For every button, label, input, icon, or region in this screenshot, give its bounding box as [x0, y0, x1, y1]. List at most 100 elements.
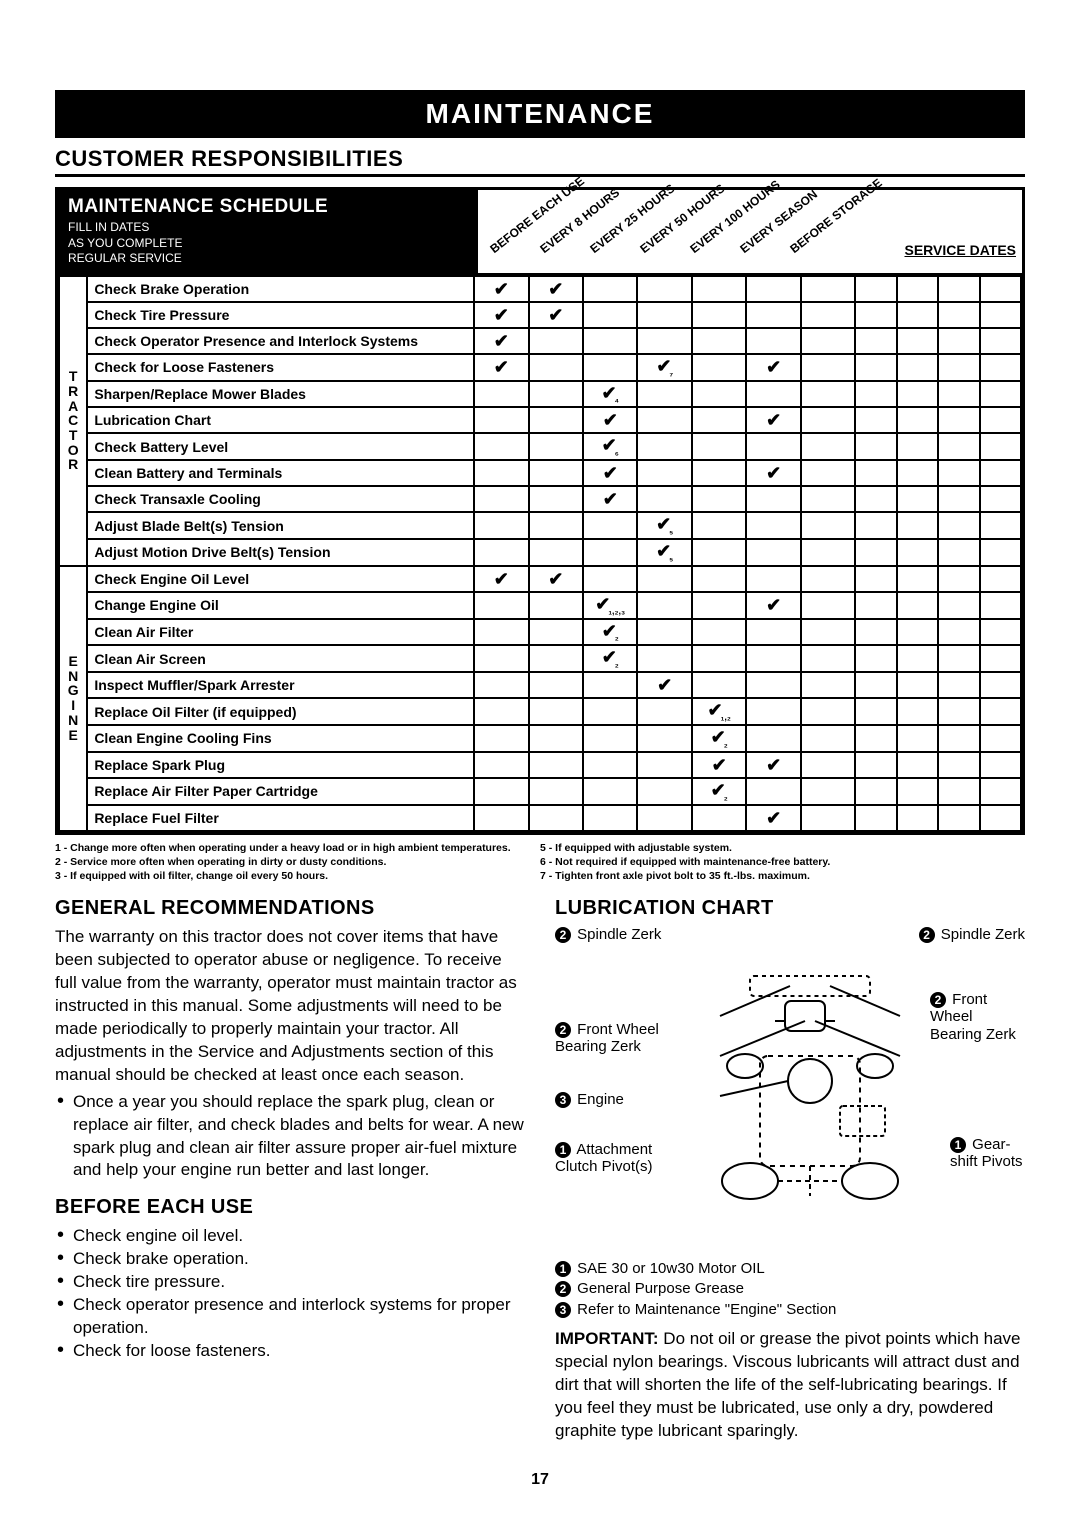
- table-row: Replace Oil Filter (if equipped)✔₁,₂: [59, 698, 1021, 725]
- task-cell: Clean Battery and Terminals: [87, 460, 474, 486]
- check-cell: [529, 460, 583, 486]
- label-spindle-right: Spindle Zerk: [941, 926, 1025, 943]
- service-date-cell: [897, 354, 938, 381]
- check-cell: ✔: [474, 276, 528, 302]
- service-date-cell: [855, 539, 896, 566]
- check-cell: [692, 486, 746, 512]
- check-cell: [529, 645, 583, 672]
- check-cell: [746, 645, 800, 672]
- check-cell: [801, 725, 855, 752]
- check-cell: [474, 778, 528, 805]
- list-item: Check operator presence and interlock sy…: [55, 1294, 525, 1340]
- table-row: E N G I N ECheck Engine Oil Level✔✔: [59, 566, 1021, 592]
- col-every-50: EVERY 50 HOURS: [637, 181, 727, 256]
- important-note: IMPORTANT: Do not oil or grease the pivo…: [555, 1328, 1025, 1443]
- check-cell: [583, 328, 637, 354]
- group-label: T R A C T O R: [59, 276, 87, 566]
- gen-rec-bullet: Once a year you should replace the spark…: [55, 1091, 525, 1183]
- service-date-cell: [938, 698, 979, 725]
- check-cell: [529, 778, 583, 805]
- list-item: Check brake operation.: [55, 1248, 525, 1271]
- service-date-cell: [938, 460, 979, 486]
- service-date-cell: [855, 619, 896, 646]
- service-date-cell: [938, 645, 979, 672]
- task-cell: Check Brake Operation: [87, 276, 474, 302]
- service-date-cell: [855, 276, 896, 302]
- schedule-column-headers: BEFORE EACH USE EVERY 8 HOURS EVERY 25 H…: [478, 190, 1022, 262]
- task-cell: Check Battery Level: [87, 433, 474, 460]
- check-cell: [474, 725, 528, 752]
- check-cell: ✔: [583, 407, 637, 433]
- service-date-cell: [938, 407, 979, 433]
- service-date-cell: [897, 276, 938, 302]
- check-cell: [746, 328, 800, 354]
- service-date-cell: [897, 645, 938, 672]
- table-row: Adjust Blade Belt(s) Tension✔₅: [59, 512, 1021, 539]
- service-date-cell: [897, 486, 938, 512]
- check-cell: ✔₆: [583, 433, 637, 460]
- check-cell: [583, 725, 637, 752]
- check-cell: [746, 512, 800, 539]
- service-date-cell: [897, 778, 938, 805]
- service-date-cell: [980, 539, 1021, 566]
- check-cell: [583, 566, 637, 592]
- tractor-outline-icon: [690, 966, 950, 1226]
- service-date-cell: [980, 752, 1021, 778]
- table-row: T R A C T O RCheck Brake Operation✔✔: [59, 276, 1021, 302]
- schedule-title: MAINTENANCE SCHEDULE: [68, 196, 468, 218]
- list-item: Check for loose fasteners.: [55, 1340, 525, 1363]
- service-date-cell: [938, 539, 979, 566]
- check-cell: [583, 539, 637, 566]
- check-cell: [637, 328, 691, 354]
- check-cell: [474, 460, 528, 486]
- service-date-cell: [980, 460, 1021, 486]
- check-cell: [637, 486, 691, 512]
- before-each-use-list: Check engine oil level.Check brake opera…: [55, 1225, 525, 1363]
- check-cell: [637, 381, 691, 408]
- check-cell: [801, 302, 855, 328]
- service-date-cell: [938, 512, 979, 539]
- check-cell: [474, 486, 528, 512]
- check-cell: ✔₇: [637, 354, 691, 381]
- service-date-cell: [938, 805, 979, 831]
- service-date-cell: [938, 566, 979, 592]
- task-cell: Change Engine Oil: [87, 592, 474, 619]
- service-date-cell: [980, 619, 1021, 646]
- service-date-cell: [897, 805, 938, 831]
- table-row: Clean Engine Cooling Fins✔₂: [59, 725, 1021, 752]
- task-cell: Sharpen/Replace Mower Blades: [87, 381, 474, 408]
- check-cell: ✔: [746, 407, 800, 433]
- service-date-cell: [938, 302, 979, 328]
- check-cell: ✔: [746, 354, 800, 381]
- maintenance-schedule: MAINTENANCE SCHEDULE FILL IN DATES AS YO…: [55, 187, 1025, 835]
- col-every-25: EVERY 25 HOURS: [587, 181, 677, 256]
- check-cell: [801, 778, 855, 805]
- table-row: Inspect Muffler/Spark Arrester✔: [59, 672, 1021, 698]
- service-date-cell: [897, 433, 938, 460]
- check-cell: [801, 433, 855, 460]
- check-cell: ✔₄: [583, 381, 637, 408]
- check-cell: [746, 433, 800, 460]
- task-cell: Clean Air Filter: [87, 619, 474, 646]
- table-row: Check Operator Presence and Interlock Sy…: [59, 328, 1021, 354]
- task-cell: Check Operator Presence and Interlock Sy…: [87, 328, 474, 354]
- check-cell: [529, 539, 583, 566]
- check-cell: [583, 302, 637, 328]
- lubrication-chart-title: LUBRICATION CHART: [555, 897, 1025, 920]
- service-date-cell: [855, 486, 896, 512]
- footnote: 2 - Service more often when operating in…: [55, 855, 540, 869]
- page-number: 17: [55, 1471, 1025, 1489]
- check-cell: [692, 672, 746, 698]
- check-cell: [583, 778, 637, 805]
- task-cell: Inspect Muffler/Spark Arrester: [87, 672, 474, 698]
- footnote: 3 - If equipped with oil filter, change …: [55, 869, 540, 883]
- service-date-cell: [938, 672, 979, 698]
- service-date-cell: [897, 592, 938, 619]
- label-engine: Engine: [577, 1091, 624, 1108]
- service-date-cell: [980, 302, 1021, 328]
- table-row: Clean Battery and Terminals✔✔: [59, 460, 1021, 486]
- service-date-cell: [980, 328, 1021, 354]
- table-row: Replace Spark Plug✔✔: [59, 752, 1021, 778]
- check-cell: [637, 433, 691, 460]
- check-cell: [637, 805, 691, 831]
